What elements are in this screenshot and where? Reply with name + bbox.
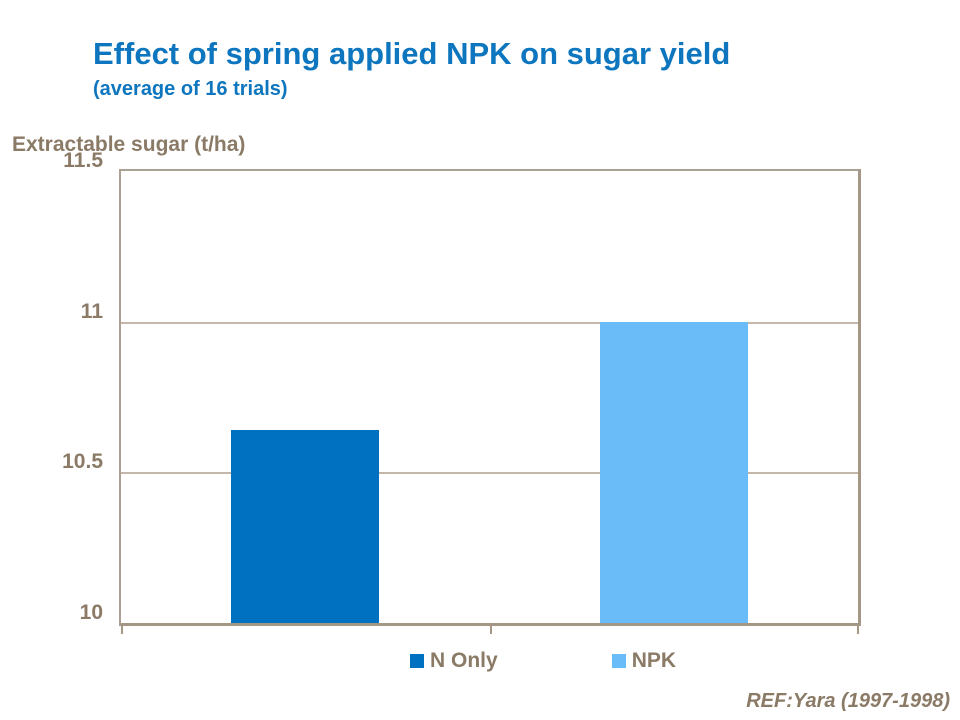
y-axis-tick-labels: 11.5 11 10.5 10	[0, 0, 103, 720]
y-tick-label-11: 11	[80, 299, 103, 323]
legend-label-n-only: N Only	[430, 649, 498, 672]
y-tick-label-10: 10	[79, 601, 103, 624]
gridline-11	[121, 321, 858, 324]
reference-text: REF:Yara (1997-1998)	[746, 690, 950, 712]
legend-swatch-n-only	[410, 654, 424, 668]
plot-area	[119, 169, 861, 634]
x-axis-tick-2	[857, 626, 859, 634]
chart-subtitle: (average of 16 trials)	[93, 78, 288, 100]
y-tick-label-10.5: 10.5	[62, 450, 103, 474]
legend-item-n-only: N Only	[410, 649, 498, 673]
y-axis-title: Extractable sugar (t/ha)	[12, 133, 246, 156]
gridline-10.5	[121, 472, 858, 475]
bar-n-only	[231, 430, 380, 623]
bar-npk	[599, 321, 748, 623]
x-axis-tick-0	[121, 626, 123, 634]
legend-label-npk: NPK	[631, 649, 677, 672]
legend: N Only NPK	[410, 649, 676, 673]
chart-title: Effect of spring applied NPK on sugar yi…	[93, 36, 731, 71]
legend-item-npk: NPK	[611, 649, 677, 673]
legend-swatch-npk	[611, 654, 626, 668]
x-axis-tick-1	[489, 626, 492, 634]
